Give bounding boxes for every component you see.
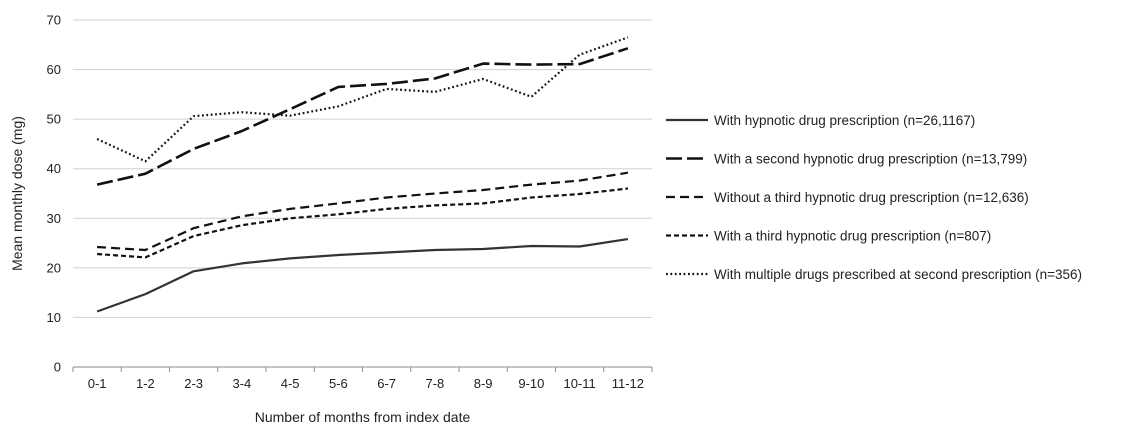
x-tick-label: 8-9 — [474, 376, 493, 391]
x-tick-label: 5-6 — [329, 376, 348, 391]
y-tick-label: 10 — [47, 310, 61, 325]
y-tick-label: 60 — [47, 62, 61, 77]
legend-entry-label: Without a third hypnotic drug prescripti… — [714, 190, 1029, 205]
x-tick-label: 1-2 — [136, 376, 155, 391]
series-line — [96, 36, 629, 163]
y-tick-label: 20 — [47, 260, 61, 275]
y-axis-title: Mean monthly dose (mg) — [9, 116, 25, 271]
y-tick-label: 40 — [47, 161, 61, 176]
x-tick-label: 11-12 — [612, 376, 644, 391]
x-tick-label: 4-5 — [281, 376, 300, 391]
series-lines — [96, 36, 629, 313]
legend-entry-label: With multiple drugs prescribed at second… — [714, 267, 1082, 282]
x-tick-label: 3-4 — [232, 376, 251, 391]
series-line — [96, 47, 629, 186]
y-tick-label: 70 — [47, 13, 61, 28]
x-tick-label: 10-11 — [563, 376, 595, 391]
gridlines — [73, 19, 652, 318]
series-line — [96, 238, 629, 313]
series-line — [97, 187, 629, 259]
x-tick-label: 9-10 — [518, 376, 544, 391]
x-tick-label: 7-8 — [425, 376, 444, 391]
y-tick-label: 50 — [47, 112, 61, 127]
x-tick-label: 2-3 — [184, 376, 203, 391]
y-tick-label: 0 — [54, 360, 61, 375]
axes: 0 10 20 30 40 50 60 70 0-1 1-2 2-3 3-4 4-5 5-6 6-7 7-8 8… — [47, 13, 653, 391]
x-tick-label: 6-7 — [377, 376, 396, 391]
series-line — [97, 171, 629, 252]
legend: With hypnotic drug prescription (n=26,11… — [666, 113, 1082, 282]
legend-entry-label: With a second hypnotic drug prescription… — [714, 152, 1027, 167]
x-axis-title: Number of months from index date — [255, 409, 471, 425]
x-tick-label: 0-1 — [88, 376, 107, 391]
legend-entry-label: With a third hypnotic drug prescription … — [714, 229, 991, 244]
y-tick-label: 30 — [47, 211, 61, 226]
legend-entry-label: With hypnotic drug prescription (n=26,11… — [714, 113, 975, 128]
